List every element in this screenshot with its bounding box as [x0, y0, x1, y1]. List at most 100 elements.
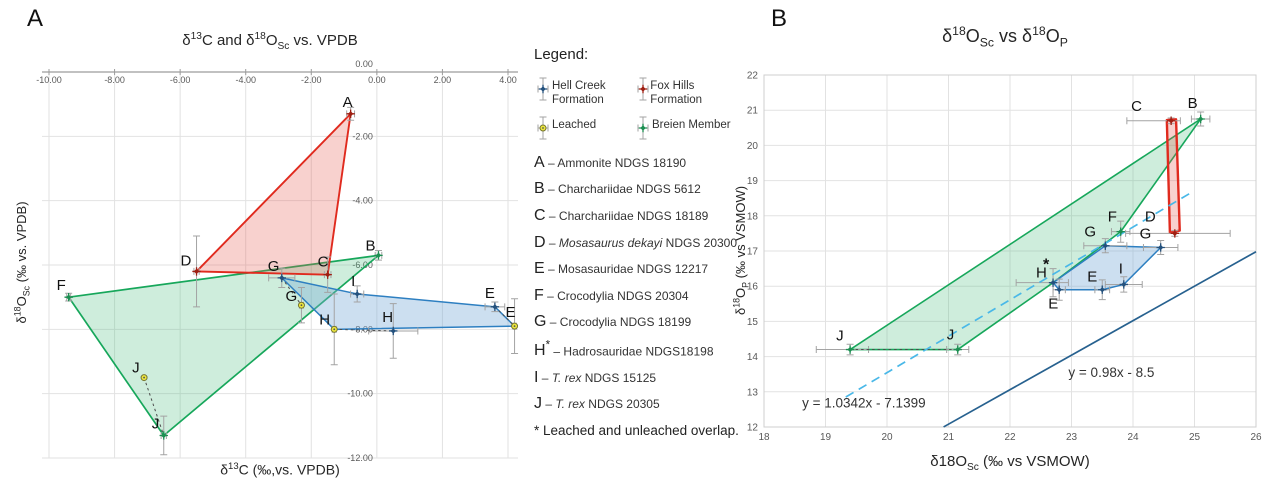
- point-label-B-E2: E: [1087, 269, 1097, 286]
- svg-text:18: 18: [747, 211, 759, 222]
- legend-item-breien: Breien Member: [634, 112, 740, 144]
- point-A-A: [346, 109, 355, 119]
- chart-B-regression-lines: y = 1.0342x - 7.1399 y = 0.98x - 8.5: [802, 191, 1257, 428]
- regression-line-solid: [943, 250, 1257, 428]
- svg-text:-4.00: -4.00: [352, 196, 373, 206]
- chart-a-plot: -10.00 -8.00 -6.00 -4.00 -2.00 0.00 2.00 4.00 0.…: [36, 59, 519, 463]
- specimen-entry-D: D – Mosasaurus dekayi NDGS 20300: [534, 233, 738, 251]
- error-bar: [1015, 279, 1069, 287]
- chart-A-point-labels: A B C D EE F GG H H I J J: [57, 94, 516, 433]
- svg-text:-2.00: -2.00: [352, 131, 373, 141]
- chart-b-plot: 18 19 20 21 22 23 24 25 26 12 13 14 15 16 17 18 19 20 21 22…: [747, 71, 1262, 444]
- legend-panel: Legend: Hell Creek Formation Fox Hills For…: [534, 46, 740, 438]
- point-label-A-E2: E: [506, 304, 516, 321]
- legend-title: Legend:: [534, 46, 589, 63]
- svg-text:22: 22: [1004, 432, 1016, 443]
- svg-text:12: 12: [747, 423, 759, 434]
- svg-text:-10.00: -10.00: [36, 75, 62, 85]
- polygon-hellcreek: [281, 277, 516, 331]
- specimen-entry-I: I – T. rex NDGS 15125: [534, 368, 657, 386]
- svg-text:25: 25: [1189, 432, 1201, 443]
- chart-a-title: δ13C and δ18OSc vs. VPDB: [182, 31, 358, 52]
- svg-text:21: 21: [943, 432, 955, 443]
- point-B-G1: [1101, 241, 1110, 250]
- svg-text:-10.00: -10.00: [347, 389, 373, 399]
- svg-text:19: 19: [820, 432, 832, 443]
- point-A-B: [374, 251, 383, 260]
- point-label-A-F: F: [57, 277, 66, 294]
- point-A-E: [490, 302, 500, 312]
- legend-series-list: Hell Creek Formation Fox Hills Formation Le…: [534, 73, 740, 144]
- point-label-A-H: H: [382, 309, 393, 326]
- point-label-A-C: C: [318, 254, 329, 271]
- point-A-D: [192, 267, 201, 276]
- point-label-A-J: J: [152, 415, 160, 432]
- svg-text:2.00: 2.00: [434, 75, 452, 85]
- point-B-I: [1119, 280, 1128, 289]
- foxhills-marker-icon: [637, 77, 649, 101]
- point-A-G: [277, 273, 286, 283]
- chart-A-leached-connectors: [143, 277, 515, 436]
- panel-b-label: B: [771, 5, 788, 32]
- point-label-A-B: B: [365, 237, 375, 254]
- equation-label: y = 0.98x - 8.5: [1068, 365, 1154, 380]
- legend-item-label: Leached: [552, 118, 597, 131]
- legend-footnote: * Leached and unleached overlap.: [534, 423, 739, 439]
- polygon-foxhills: [195, 112, 352, 276]
- svg-text:15: 15: [747, 317, 759, 328]
- svg-text:-4.00: -4.00: [235, 75, 256, 85]
- specimen-entry-B: B – Charchariidae NDGS 5612: [534, 180, 701, 198]
- svg-text:20: 20: [881, 432, 893, 443]
- point-label-B-I: I: [1119, 260, 1123, 277]
- dashed-connector: [334, 328, 394, 332]
- svg-text:0.00: 0.00: [355, 59, 373, 69]
- equation-label: y = 1.0342x - 7.1399: [802, 396, 925, 411]
- svg-text:14: 14: [747, 352, 759, 363]
- point-A-J: [159, 431, 168, 440]
- point-label-B-G2: G: [1140, 225, 1152, 242]
- point-label-B-J1: J: [836, 328, 844, 345]
- point-A-H2: [330, 325, 338, 333]
- chart-A-polygons: [67, 112, 516, 437]
- point-label-A-H2: H: [319, 311, 330, 328]
- chart-B-axes: [763, 74, 1257, 428]
- point-B-C: [1166, 116, 1176, 125]
- point-A-C: [323, 270, 332, 279]
- legend-item-label: Hell Creek Formation: [552, 80, 606, 107]
- chart-B-gridlines: [763, 74, 1257, 428]
- point-A-G2: [297, 301, 305, 309]
- dashed-connector: [143, 377, 165, 436]
- chart-B-polygons: [849, 118, 1202, 351]
- polygon-breien: [849, 118, 1202, 351]
- hellcreek-marker-icon: [537, 77, 549, 101]
- point-B-B: [1196, 114, 1205, 124]
- point-label-A-D: D: [181, 252, 192, 269]
- svg-text:0.00: 0.00: [368, 75, 386, 85]
- chart-A-points: [64, 109, 519, 440]
- svg-text:4.00: 4.00: [499, 75, 517, 85]
- specimen-entry-G: G – Crocodylia NDGS 18199: [534, 313, 692, 331]
- svg-text:24: 24: [1127, 432, 1139, 443]
- svg-text:23: 23: [1066, 432, 1078, 443]
- point-label-B-H: H: [1036, 265, 1047, 282]
- svg-text:-8.00: -8.00: [104, 75, 125, 85]
- point-A-I: [352, 289, 362, 299]
- point-label-B-C: C: [1131, 98, 1142, 115]
- point-label-B-E1: E: [1048, 296, 1058, 313]
- point-label-B-J2: J: [947, 327, 955, 344]
- chart-B-tick-labels: 18 19 20 21 22 23 24 25 26 12 13 14 15 16 17 18 19 20 21 22: [747, 71, 1262, 444]
- specimen-entry-E: E – Mosasauridae NDGS 12217: [534, 260, 709, 278]
- svg-text:16: 16: [747, 282, 759, 293]
- point-label-A-A: A: [343, 94, 353, 111]
- point-label-B-G1: G: [1084, 224, 1096, 241]
- point-label-A-G: G: [268, 258, 280, 275]
- point-label-B-D: D: [1145, 208, 1156, 225]
- panel-a-label: A: [27, 5, 44, 32]
- svg-text:26: 26: [1250, 432, 1262, 443]
- point-A-H: [389, 326, 398, 336]
- legend-item-foxhills: Fox Hills Formation: [634, 73, 740, 108]
- svg-text:-2.00: -2.00: [301, 75, 322, 85]
- point-B-J1: [845, 345, 855, 354]
